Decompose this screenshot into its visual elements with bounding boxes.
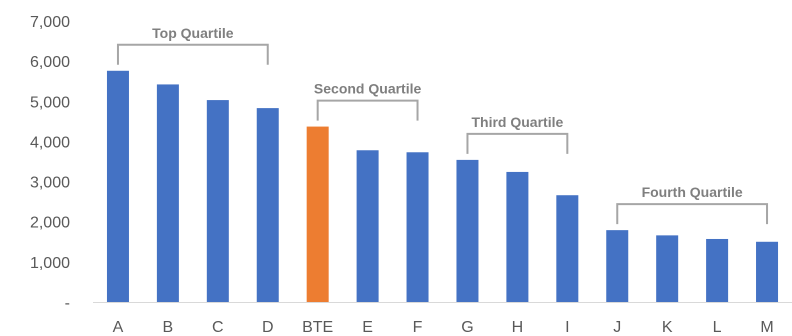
quartile-bracket xyxy=(116,43,269,65)
x-tick-label: I xyxy=(565,319,569,336)
y-tick-label: 4,000 xyxy=(30,134,70,151)
x-tick-label: B xyxy=(163,319,174,336)
quartile-annotation: Top Quartile xyxy=(116,25,269,65)
quartile-label: Third Quartile xyxy=(471,114,563,130)
quartile-annotation: Third Quartile xyxy=(466,114,569,154)
x-tick-label: D xyxy=(262,319,274,336)
y-tick-label: 1,000 xyxy=(30,255,70,272)
bar-k xyxy=(656,235,679,302)
bar-f xyxy=(406,152,429,302)
x-tick-label: H xyxy=(512,319,524,336)
quartile-bracket xyxy=(316,99,419,121)
y-tick-label: 2,000 xyxy=(30,215,70,232)
x-tick-label: E xyxy=(362,319,373,336)
bar-d xyxy=(256,108,279,302)
bar-c xyxy=(206,100,229,303)
bar-g xyxy=(456,159,479,302)
quartile-annotations: Top Quartile Second Quartile Third Quartil… xyxy=(116,25,769,225)
quartile-bracket xyxy=(466,132,569,154)
x-axis-ticks: A B C D BTE E F G H I J K L M xyxy=(113,319,774,336)
bar-i xyxy=(556,195,579,302)
x-tick-label: F xyxy=(413,319,423,336)
x-tick-label: BTE xyxy=(302,319,333,336)
quartile-label: Second Quartile xyxy=(314,81,422,97)
bar-bte xyxy=(306,126,329,302)
y-tick-label: 5,000 xyxy=(30,94,70,111)
y-tick-label: - xyxy=(65,295,70,312)
x-tick-label: G xyxy=(461,319,473,336)
x-tick-label: K xyxy=(662,319,673,336)
y-tick-label: 7,000 xyxy=(30,14,70,31)
quartile-label: Top Quartile xyxy=(152,25,234,41)
quartile-annotation: Second Quartile xyxy=(314,81,422,121)
bar-h xyxy=(506,171,529,302)
bar-l xyxy=(706,238,729,302)
y-axis-ticks: - 1,000 2,000 3,000 4,000 5,000 6,000 7,000 xyxy=(30,14,70,312)
bar-b xyxy=(156,84,179,302)
bar-m xyxy=(756,241,779,302)
x-tick-label: A xyxy=(113,319,124,336)
x-tick-label: L xyxy=(713,319,722,336)
bars xyxy=(106,70,779,303)
quartile-label: Fourth Quartile xyxy=(642,184,743,200)
bar-a xyxy=(106,70,129,302)
x-tick-label: J xyxy=(613,319,621,336)
bar-j xyxy=(606,230,629,302)
x-tick-label: C xyxy=(212,319,224,336)
bar-e xyxy=(356,150,379,302)
x-tick-label: M xyxy=(760,319,773,336)
y-tick-label: 6,000 xyxy=(30,54,70,71)
y-tick-label: 3,000 xyxy=(30,175,70,192)
quartile-bracket xyxy=(616,203,769,225)
quartile-annotation: Fourth Quartile xyxy=(616,184,769,225)
